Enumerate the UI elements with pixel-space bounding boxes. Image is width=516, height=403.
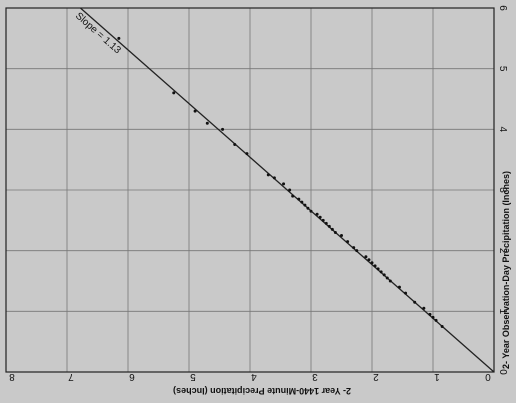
data-point <box>431 315 435 319</box>
data-point <box>324 221 328 225</box>
data-point <box>315 212 319 216</box>
data-point <box>291 194 295 198</box>
y-tick-label: 7 <box>68 371 74 382</box>
data-point <box>233 143 237 146</box>
data-point <box>352 246 356 250</box>
y-tick-label: 5 <box>190 371 196 382</box>
data-points <box>117 36 444 328</box>
data-point <box>330 227 334 231</box>
data-point <box>300 200 304 204</box>
data-point <box>318 215 322 219</box>
data-point <box>221 127 225 131</box>
data-point <box>117 36 121 40</box>
y-tick-label: 0 <box>485 371 491 382</box>
y-tick-label: 4 <box>251 371 257 382</box>
data-point <box>434 318 438 322</box>
data-point <box>309 209 313 213</box>
x-tick-label: 5 <box>497 66 508 72</box>
x-tick-labels: 0 1 2 3 4 5 6 <box>497 5 508 375</box>
y-tick-label: 3 <box>312 371 318 382</box>
data-point <box>385 276 389 280</box>
y-tick-label: 6 <box>129 371 135 382</box>
y-tick-labels: 0 1 2 3 4 5 6 7 8 <box>9 371 491 382</box>
data-point <box>428 312 432 316</box>
data-point <box>297 197 301 201</box>
data-point <box>346 240 350 244</box>
data-point <box>340 234 343 237</box>
y-tick-label: 2 <box>373 371 379 382</box>
data-point <box>193 109 197 113</box>
data-point <box>288 188 292 192</box>
data-point <box>373 264 377 268</box>
plot-frame <box>5 7 495 373</box>
data-point <box>333 230 337 234</box>
x-tick-label: 3 <box>497 187 508 193</box>
data-point <box>404 291 408 295</box>
data-point <box>205 121 209 125</box>
y-axis-label: 2- Year 1440-Minute Precipitation (Inche… <box>173 386 351 396</box>
fit-line <box>79 7 495 373</box>
data-point <box>376 267 380 271</box>
x-tick-label: 1 <box>497 309 508 315</box>
data-point <box>370 261 374 265</box>
x-tick-label: 2 <box>497 248 508 254</box>
y-tick-label: 8 <box>9 371 15 382</box>
data-point <box>327 224 331 228</box>
data-point <box>266 173 270 177</box>
grid <box>5 7 495 373</box>
data-point <box>379 270 383 274</box>
data-point <box>397 285 401 289</box>
data-point <box>245 152 249 156</box>
data-point <box>272 176 276 180</box>
data-point <box>367 258 371 262</box>
data-point <box>355 249 359 253</box>
data-point <box>364 255 368 259</box>
y-tick-label: 1 <box>434 371 440 382</box>
x-axis-label: 2- Year Observation-Day Precipitation (I… <box>501 171 511 369</box>
data-point <box>388 279 392 283</box>
data-point <box>440 325 444 328</box>
x-tick-label: 0 <box>497 369 508 375</box>
data-point <box>282 182 286 186</box>
data-point <box>303 203 307 207</box>
data-point <box>306 206 310 210</box>
data-point <box>172 91 176 95</box>
data-point <box>382 273 386 277</box>
x-tick-label: 6 <box>497 5 508 11</box>
data-point <box>321 218 325 222</box>
x-tick-label: 4 <box>497 127 508 133</box>
data-point <box>422 306 426 310</box>
data-point <box>413 300 417 304</box>
